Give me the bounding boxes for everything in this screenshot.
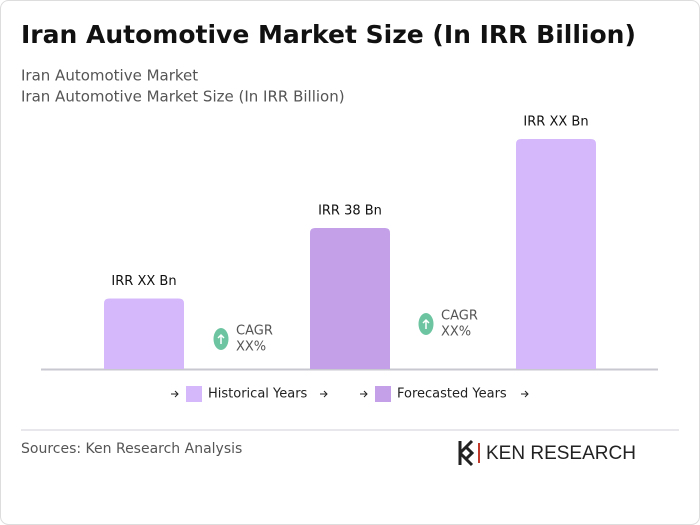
bar bbox=[516, 139, 596, 369]
value-label: IRR 38 Bn bbox=[318, 204, 382, 219]
logo-icon bbox=[458, 439, 475, 467]
cagr-label: XX% bbox=[441, 325, 471, 340]
cagr-label: XX% bbox=[236, 340, 266, 355]
cagr-label: CAGR bbox=[441, 309, 478, 324]
source: Sources: Ken Research Analysis bbox=[21, 441, 242, 457]
subtitle: Iran Automotive Market bbox=[21, 67, 198, 85]
legend-label: Historical Years bbox=[208, 387, 308, 402]
legend-label: Forecasted Years bbox=[397, 387, 507, 402]
value-label: IRR XX Bn bbox=[111, 274, 176, 289]
legend-swatch bbox=[375, 386, 391, 402]
cagr-label: CAGR bbox=[236, 324, 273, 339]
logo-text: KEN RESEARCH bbox=[486, 443, 636, 464]
logo: KEN RESEARCH bbox=[458, 439, 636, 467]
arrow bbox=[320, 390, 328, 398]
subtitle: Iran Automotive Market Size (In IRR Bill… bbox=[21, 88, 345, 106]
bar bbox=[310, 228, 390, 369]
cagr-arrow bbox=[217, 333, 225, 344]
legend-swatch bbox=[186, 386, 202, 402]
arrow bbox=[360, 390, 368, 398]
cagr-arrow bbox=[422, 318, 430, 329]
value-label: IRR XX Bn bbox=[523, 115, 588, 130]
chart-title: Iran Automotive Market Size (In IRR Bill… bbox=[21, 20, 636, 49]
arrow bbox=[521, 390, 529, 398]
arrow bbox=[171, 390, 179, 398]
legend: Historical Years Forecasted Years bbox=[171, 386, 529, 402]
bar bbox=[104, 298, 184, 369]
